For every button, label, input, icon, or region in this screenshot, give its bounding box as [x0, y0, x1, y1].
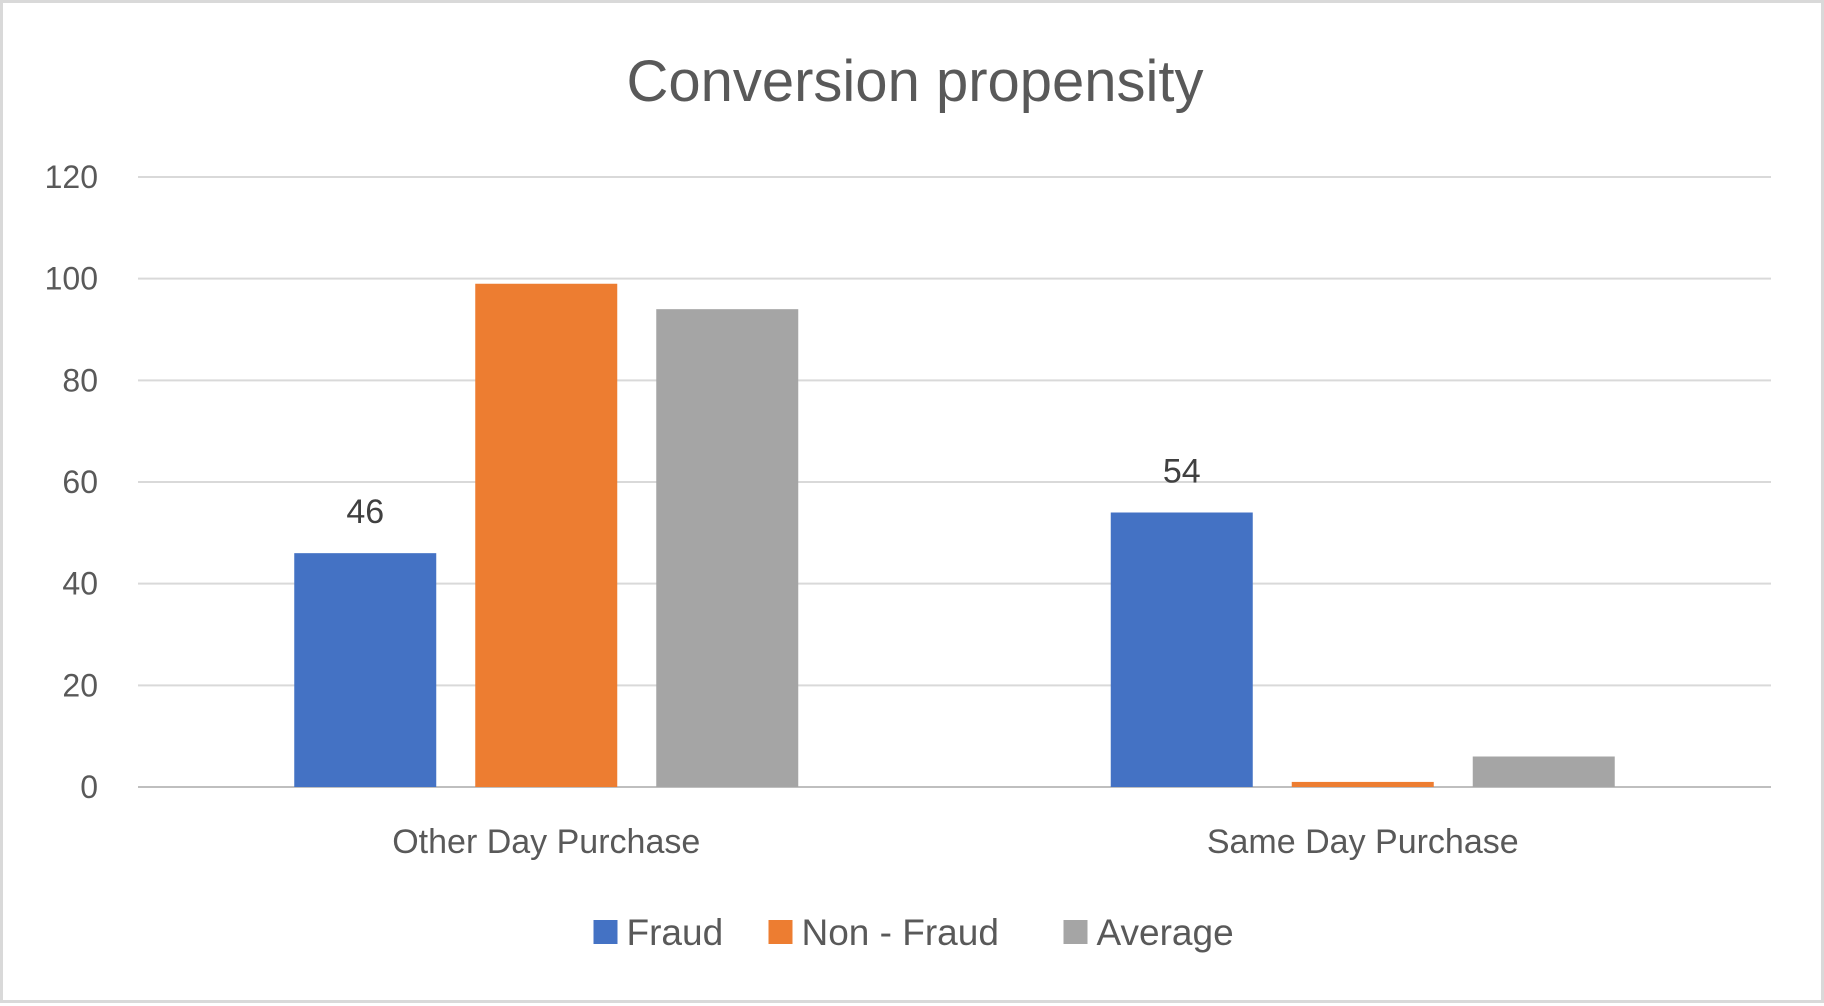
bar-average-0	[656, 309, 799, 787]
legend-label: Average	[1097, 912, 1234, 953]
bar-non-fraud-0	[475, 283, 618, 787]
bars	[294, 283, 1615, 787]
x-axis-categories: Other Day Purchase Same Day Purchase	[392, 823, 1518, 861]
y-tick-label: 0	[80, 769, 98, 805]
y-axis-ticks: 0 20 40 60 80 100 120	[45, 159, 98, 805]
legend-item: Average	[1063, 912, 1234, 953]
y-tick-label: 20	[62, 667, 98, 703]
bar-fraud-1	[1110, 512, 1253, 787]
legend-item: Non - Fraud	[768, 912, 999, 953]
y-tick-label: 40	[62, 566, 98, 602]
legend-swatch	[593, 920, 618, 944]
y-tick-label: 120	[45, 159, 98, 195]
legend-swatch	[1063, 920, 1088, 944]
legend: Fraud Non - Fraud Average	[593, 912, 1234, 953]
bar-average-1	[1472, 756, 1615, 787]
legend-item: Fraud	[593, 912, 724, 953]
y-tick-label: 100	[45, 261, 98, 297]
y-tick-label: 80	[62, 362, 98, 398]
legend-label: Fraud	[627, 912, 724, 953]
bar-chart: Conversion propensity 0 20 40 60 80 100 120 46…	[45, 49, 1771, 953]
data-label: 54	[1163, 453, 1201, 491]
data-labels: 46 54	[346, 453, 1200, 532]
data-label: 46	[346, 493, 384, 531]
category-label: Same Day Purchase	[1207, 823, 1519, 861]
bar-non-fraud-1	[1291, 781, 1434, 787]
y-tick-label: 60	[62, 464, 98, 500]
legend-label: Non - Fraud	[802, 912, 999, 953]
chart-title: Conversion propensity	[626, 49, 1203, 114]
bar-fraud-0	[294, 553, 437, 787]
category-label: Other Day Purchase	[392, 823, 700, 861]
legend-swatch	[768, 920, 793, 944]
